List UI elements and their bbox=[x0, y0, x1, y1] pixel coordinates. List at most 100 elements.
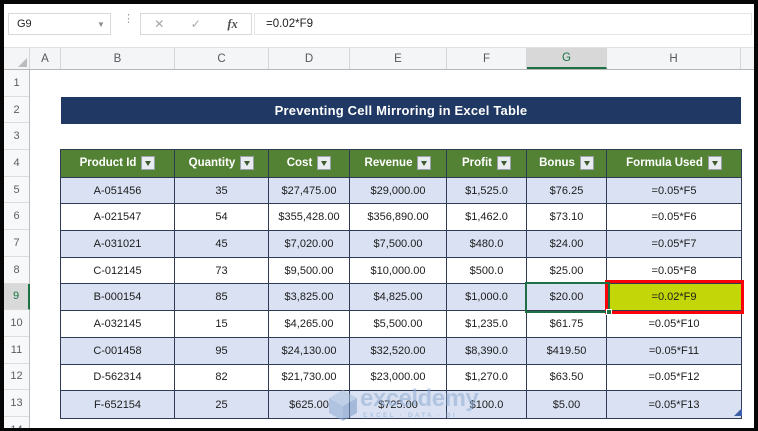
table-cell[interactable]: $5.00 bbox=[527, 391, 607, 418]
table-cell[interactable]: $29,000.00 bbox=[350, 177, 447, 204]
table-cell[interactable]: $9,500.00 bbox=[269, 257, 350, 284]
table-cell[interactable]: $27,475.00 bbox=[269, 177, 350, 204]
table-cell[interactable]: 95 bbox=[175, 337, 269, 364]
title-banner-cell[interactable]: Preventing Cell Mirroring in Excel Table bbox=[61, 97, 741, 124]
table-cell[interactable]: 15 bbox=[175, 311, 269, 337]
active-cell-g9[interactable]: $20.00 bbox=[527, 284, 607, 311]
table-cell[interactable]: =0.05*F8 bbox=[651, 264, 697, 277]
table-cell[interactable]: $5,500.00 bbox=[350, 311, 447, 337]
column-header-F[interactable]: F bbox=[447, 48, 527, 69]
filter-dropdown-button[interactable] bbox=[240, 156, 255, 171]
table-cell[interactable]: $1,235.0 bbox=[447, 311, 527, 337]
table-cell[interactable]: D-562314 bbox=[61, 364, 175, 391]
table-cell[interactable]: $73.10 bbox=[527, 204, 607, 231]
table-cell[interactable]: =0.05*F5 bbox=[651, 184, 697, 197]
table-cell[interactable]: F-652154 bbox=[61, 391, 175, 418]
table-cell[interactable]: A-021547 bbox=[61, 204, 175, 231]
table-cell[interactable]: $8,390.0 bbox=[447, 337, 527, 364]
name-box[interactable]: G9 ▼ bbox=[8, 13, 111, 35]
table-cell[interactable]: $1,525.0 bbox=[447, 177, 527, 204]
filter-dropdown-button[interactable] bbox=[579, 156, 594, 171]
filter-dropdown-button[interactable] bbox=[417, 156, 432, 171]
column-header-H[interactable]: H bbox=[607, 48, 741, 69]
table-cell[interactable]: $419.50 bbox=[527, 337, 607, 364]
table-cell[interactable]: $25.00 bbox=[527, 257, 607, 284]
table-resize-handle-icon[interactable] bbox=[734, 408, 742, 416]
table-cell[interactable]: $63.50 bbox=[527, 364, 607, 391]
table-cell[interactable]: $625.00 bbox=[269, 391, 350, 418]
column-header-C[interactable]: C bbox=[175, 48, 269, 69]
table-cell[interactable]: $4,265.00 bbox=[269, 311, 350, 337]
row-header-6[interactable]: 6 bbox=[4, 203, 29, 231]
table-cell[interactable]: 54 bbox=[175, 204, 269, 231]
insert-function-icon[interactable]: fx bbox=[227, 16, 238, 31]
select-all-button[interactable] bbox=[4, 48, 30, 69]
table-cell[interactable]: 45 bbox=[175, 231, 269, 257]
table-cell[interactable]: $24.00 bbox=[527, 231, 607, 257]
row-header-14[interactable]: 14 bbox=[4, 417, 29, 428]
table-cell[interactable]: $100.0 bbox=[447, 391, 527, 418]
name-box-dropdown-icon[interactable]: ▼ bbox=[97, 19, 105, 29]
table-cell[interactable]: $1,462.0 bbox=[447, 204, 527, 231]
table-cell[interactable]: $24,130.00 bbox=[269, 337, 350, 364]
table-cell[interactable]: =0.05*F12 bbox=[648, 371, 700, 384]
row-header-4[interactable]: 4 bbox=[4, 150, 29, 177]
table-cell[interactable]: $500.0 bbox=[447, 257, 527, 284]
column-header-G[interactable]: G bbox=[527, 48, 607, 69]
table-cell[interactable]: $7,500.00 bbox=[350, 231, 447, 257]
table-cell[interactable]: =0.05*F7 bbox=[651, 237, 697, 250]
highlighted-formula-cell[interactable]: =0.02*F9 bbox=[607, 284, 741, 311]
table-cell[interactable]: $480.0 bbox=[447, 231, 527, 257]
table-cell[interactable]: 82 bbox=[175, 364, 269, 391]
enter-icon[interactable]: ✓ bbox=[190, 17, 201, 31]
column-header-B[interactable]: B bbox=[61, 48, 175, 69]
row-header-9[interactable]: 9 bbox=[4, 283, 30, 311]
table-cell[interactable]: =0.05*F6 bbox=[651, 211, 697, 224]
table-cell[interactable]: $32,520.00 bbox=[350, 337, 447, 364]
column-header-A[interactable]: A bbox=[30, 48, 61, 69]
table-cell[interactable]: $3,825.00 bbox=[269, 284, 350, 311]
formula-input[interactable]: =0.02*F9 bbox=[254, 13, 752, 35]
table-cell[interactable]: $1,000.0 bbox=[447, 284, 527, 311]
table-cell[interactable]: 85 bbox=[175, 284, 269, 311]
table-cell[interactable]: $356,890.00 bbox=[350, 204, 447, 231]
table-cell[interactable]: $21,730.00 bbox=[269, 364, 350, 391]
table-cell[interactable]: $7,020.00 bbox=[269, 231, 350, 257]
filter-dropdown-button[interactable] bbox=[141, 156, 156, 171]
table-cell[interactable]: $1,270.0 bbox=[447, 364, 527, 391]
table-cell[interactable]: A-031021 bbox=[61, 231, 175, 257]
column-header-D[interactable]: D bbox=[269, 48, 350, 69]
table-cell[interactable]: $76.25 bbox=[527, 177, 607, 204]
table-cell[interactable]: $355,428.00 bbox=[269, 204, 350, 231]
table-cell[interactable]: =0.05*F10 bbox=[648, 317, 700, 330]
fill-handle[interactable] bbox=[606, 309, 612, 315]
filter-dropdown-button[interactable] bbox=[707, 156, 722, 171]
column-header-E[interactable]: E bbox=[350, 48, 447, 69]
table-cell[interactable]: C-001458 bbox=[61, 337, 175, 364]
filter-dropdown-button[interactable] bbox=[497, 156, 512, 171]
table-cell[interactable]: $23,000.00 bbox=[350, 364, 447, 391]
table-cell[interactable]: A-051456 bbox=[61, 177, 175, 204]
row-header-1[interactable]: 1 bbox=[4, 70, 29, 97]
filter-dropdown-button[interactable] bbox=[317, 156, 332, 171]
table-cell[interactable]: $4,825.00 bbox=[350, 284, 447, 311]
table-cell[interactable]: $61.75 bbox=[527, 311, 607, 337]
table-cell[interactable]: $10,000.00 bbox=[350, 257, 447, 284]
row-header-11[interactable]: 11 bbox=[4, 337, 29, 364]
row-header-8[interactable]: 8 bbox=[4, 257, 29, 284]
row-header-13[interactable]: 13 bbox=[4, 390, 29, 417]
table-cell[interactable]: $725.00 bbox=[350, 391, 447, 418]
cancel-icon[interactable]: ✕ bbox=[154, 17, 165, 31]
row-header-3[interactable]: 3 bbox=[4, 123, 29, 151]
table-cell[interactable]: =0.05*F13 bbox=[648, 398, 700, 411]
table-cell[interactable]: 35 bbox=[175, 177, 269, 204]
table-cell[interactable]: A-032145 bbox=[61, 311, 175, 337]
row-header-2[interactable]: 2 bbox=[4, 97, 29, 124]
row-header-10[interactable]: 10 bbox=[4, 310, 29, 337]
table-cell[interactable]: 73 bbox=[175, 257, 269, 284]
table-cell[interactable]: C-012145 bbox=[61, 257, 175, 284]
table-cell[interactable]: 25 bbox=[175, 391, 269, 418]
row-header-7[interactable]: 7 bbox=[4, 230, 29, 257]
row-header-12[interactable]: 12 bbox=[4, 364, 29, 391]
row-header-5[interactable]: 5 bbox=[4, 177, 29, 204]
